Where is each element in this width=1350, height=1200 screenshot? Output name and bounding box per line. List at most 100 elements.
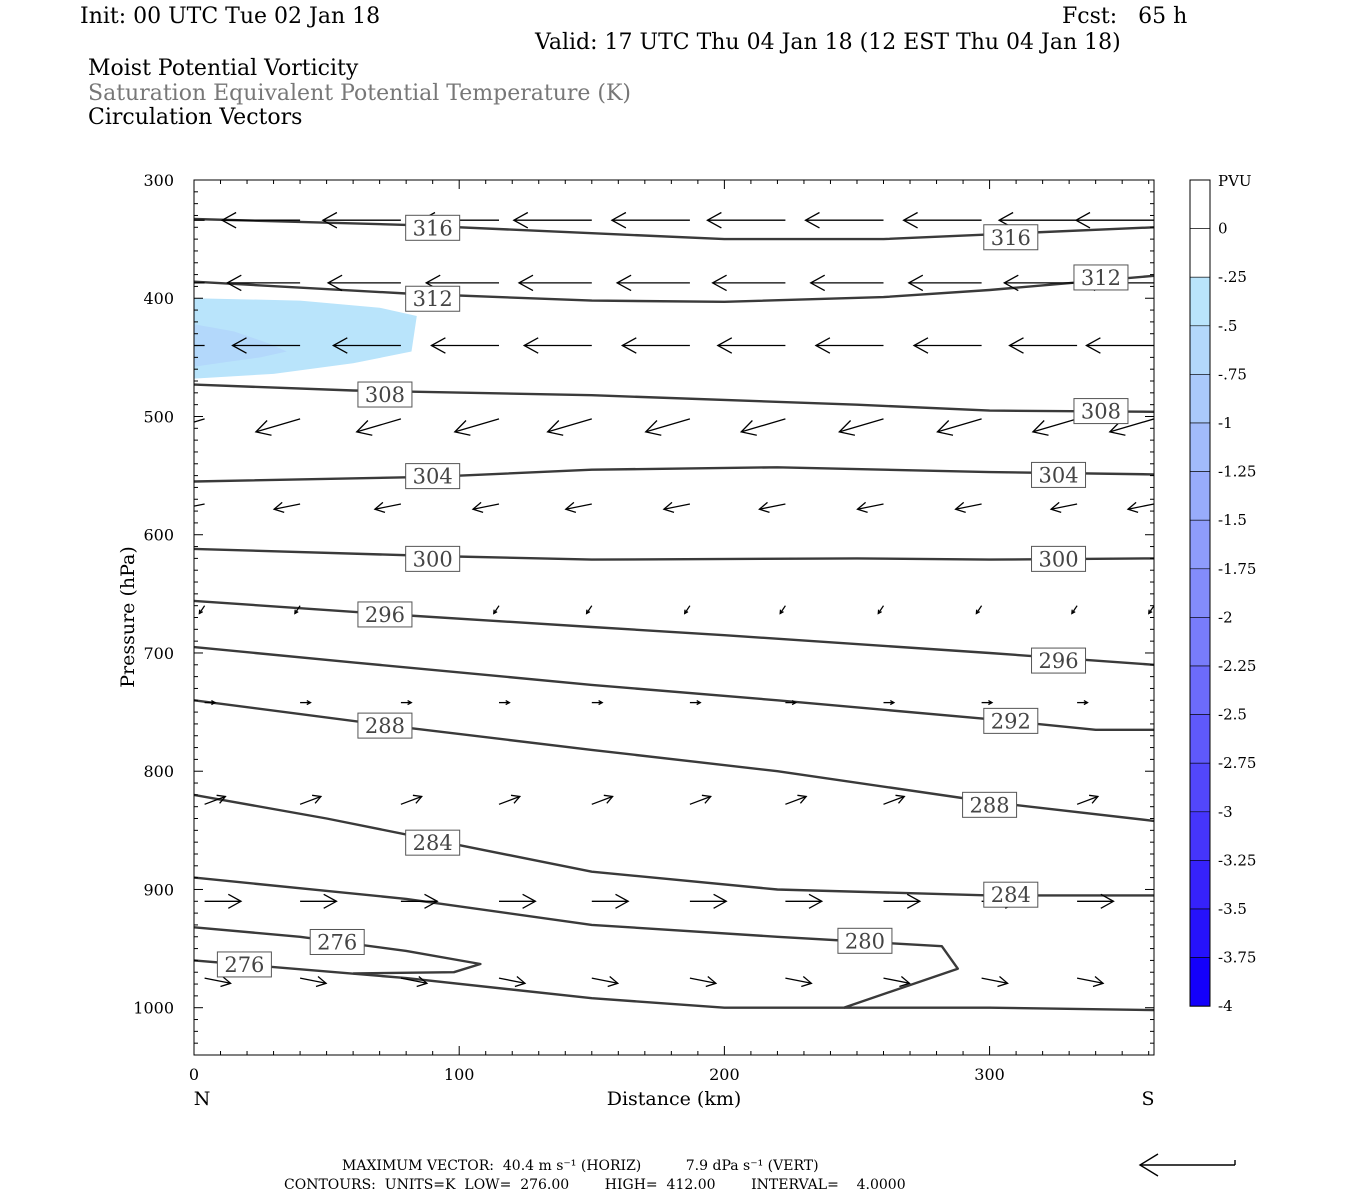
field-title-theta-es: Saturation Equivalent Potential Temperat… — [88, 81, 631, 106]
contour-info-note: CONTOURS: UNITS=K LOW= 276.00 HIGH= 412.… — [284, 1177, 906, 1193]
contour-label-box-300-1 — [1031, 545, 1087, 572]
circulation-vector-2-9 — [1008, 337, 1078, 354]
circulation-vector-1-2 — [326, 274, 401, 292]
circulation-vector-7-10 — [1153, 803, 1154, 805]
y-tick-label-900: 900 — [143, 880, 174, 899]
circulation-vector-5-6 — [779, 605, 786, 615]
circulation-vector-3-1 — [254, 418, 301, 436]
circulation-vector-7-9 — [1076, 794, 1100, 805]
colorbar-bin-15 — [1189, 908, 1211, 958]
contour-label-box-292-0 — [983, 707, 1039, 734]
y-tick-label-300: 300 — [143, 171, 174, 190]
contour-label-box-296-0 — [357, 601, 413, 628]
circulation-vector-4-6 — [758, 501, 786, 514]
circulation-vector-5-4 — [585, 605, 593, 615]
circulation-vector-0-1 — [220, 211, 301, 229]
circulation-vector-8-4 — [591, 893, 630, 909]
contour-label-box-288-1 — [962, 791, 1018, 818]
circulation-vector-9-2 — [400, 976, 429, 988]
circulation-vector-8-9 — [1077, 893, 1115, 909]
circulation-vector-8-10 — [1154, 894, 1190, 908]
colorbar-bin-3 — [1189, 325, 1211, 375]
colorbar-bin-10 — [1189, 665, 1211, 715]
field-title-vectors: Circulation Vectors — [88, 105, 303, 130]
contour-label-box-308-1 — [1073, 398, 1129, 425]
colorbar-label-3: -.75 — [1218, 365, 1247, 383]
circulation-vector-3-9 — [1031, 418, 1078, 436]
contour-label-box-276-0 — [216, 951, 272, 978]
colorbar-bin-1 — [1189, 228, 1211, 278]
contour-276-11 — [194, 959, 1154, 1012]
colorbar-bin-8 — [1189, 568, 1211, 618]
colorbar-bin-14 — [1189, 860, 1211, 910]
circulation-vector-1-5 — [615, 274, 690, 292]
circulation-vector-7-4 — [591, 794, 614, 805]
colorbar-label-4: -1 — [1218, 414, 1233, 432]
x-end-label-right: S — [1141, 1088, 1154, 1110]
circulation-vector-6-10 — [1154, 701, 1164, 705]
circulation-vector-2-6 — [716, 337, 786, 354]
circulation-vector-9-1 — [299, 976, 328, 988]
contour-label-box-284-1 — [983, 881, 1039, 908]
colorbar-label-8: -2 — [1218, 608, 1233, 626]
x-end-label-left: N — [194, 1088, 211, 1110]
circulation-vector-6-2 — [400, 700, 413, 706]
circulation-vector-0-0 — [194, 219, 205, 221]
colorbar-label-16: -4 — [1218, 997, 1233, 1015]
circulation-vector-8-0 — [204, 893, 243, 909]
contour-label-284-0: 284 — [413, 831, 453, 855]
colorbar-label-6: -1.5 — [1218, 511, 1247, 529]
y-axis-label: Pressure (hPa) — [117, 546, 139, 688]
colorbar-label-9: -2.25 — [1218, 657, 1256, 675]
contour-label-276-0: 276 — [224, 953, 264, 977]
circulation-vector-6-0 — [204, 700, 217, 706]
circulation-vector-0-6 — [706, 211, 786, 229]
contour-276-10 — [194, 926, 482, 975]
circulation-vector-3-2 — [355, 418, 402, 436]
circulation-vector-6-8 — [981, 700, 994, 706]
colorbar-label-5: -1.25 — [1218, 463, 1256, 481]
contour-label-312-0: 312 — [413, 287, 453, 311]
x-tick-label-0: 0 — [189, 1065, 199, 1084]
colorbar-unit: PVU — [1218, 172, 1252, 190]
circulation-vector-5-5 — [683, 605, 691, 615]
colorbar-bin-7 — [1189, 519, 1211, 570]
circulation-vector-8-5 — [689, 893, 728, 909]
colorbar-label-10: -2.5 — [1218, 706, 1247, 724]
contour-label-box-288-0 — [357, 712, 413, 739]
circulation-vector-0-5 — [610, 211, 690, 229]
circulation-vector-8-6 — [785, 893, 824, 909]
circulation-vector-3-4 — [546, 418, 592, 436]
circulation-vector-3-3 — [453, 418, 500, 436]
y-tick-label-500: 500 — [143, 407, 174, 426]
y-tick-label-800: 800 — [143, 762, 174, 781]
colorbar-bin-13 — [1189, 811, 1211, 861]
circulation-vector-5-7 — [877, 605, 885, 615]
circulation-vector-9-6 — [785, 976, 813, 988]
circulation-vector-4-4 — [564, 501, 592, 514]
circulation-vector-8-3 — [499, 893, 537, 909]
contour-304-3 — [194, 466, 1154, 483]
circulation-vector-7-0 — [204, 794, 227, 805]
contour-label-box-280-0 — [837, 927, 893, 954]
contour-label-292-0: 292 — [991, 709, 1031, 733]
circulation-vector-7-2 — [400, 794, 423, 805]
contour-label-276-0: 276 — [317, 930, 357, 954]
circulation-vector-4-1 — [272, 501, 301, 514]
circulation-vector-2-1 — [231, 337, 301, 354]
circulation-vector-2-10 — [1085, 337, 1154, 354]
circulation-vector-9-8 — [981, 976, 1009, 988]
circulation-vector-5-3 — [493, 605, 500, 615]
y-tick-label-700: 700 — [143, 644, 174, 663]
contour-label-296-0: 296 — [365, 603, 405, 627]
circulation-vector-9-5 — [689, 976, 718, 988]
contour-label-316-0: 316 — [413, 216, 453, 240]
contour-label-box-296-1 — [1031, 647, 1087, 674]
circulation-vector-1-7 — [809, 274, 884, 292]
colorbar-bin-12 — [1189, 762, 1211, 813]
colorbar-frame — [1189, 179, 1211, 1007]
circulation-vector-0-7 — [804, 211, 884, 229]
contour-label-box-316-0 — [405, 214, 461, 241]
contour-label-304-0: 304 — [413, 465, 453, 489]
